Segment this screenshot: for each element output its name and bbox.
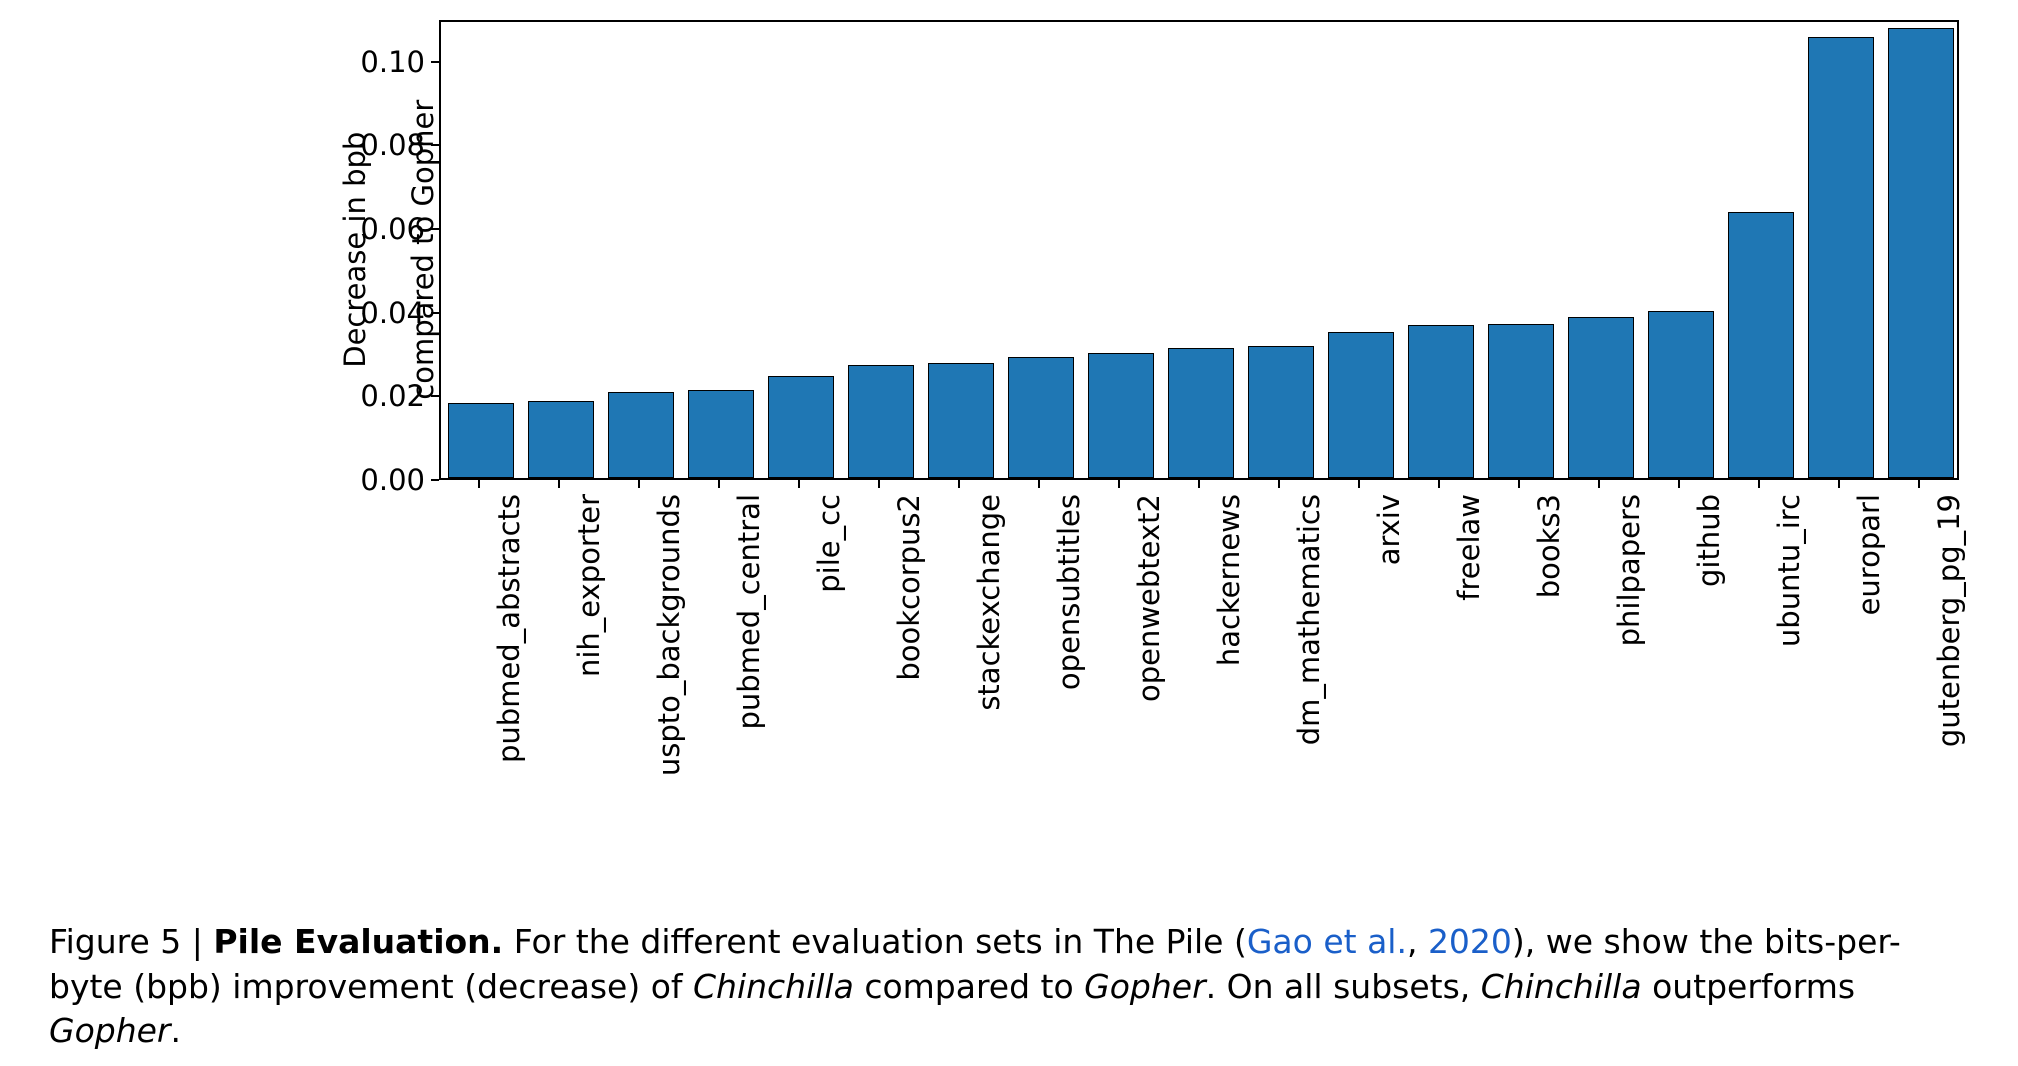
- x-tick-label: europarl: [1852, 494, 1886, 615]
- bar: [768, 376, 834, 478]
- bar: [1168, 348, 1234, 478]
- x-tick-label: hackernews: [1212, 494, 1246, 666]
- caption-text-6: .: [171, 1011, 182, 1050]
- x-tick-mark: [1598, 480, 1600, 488]
- x-tick-label: bookcorpus2: [892, 494, 926, 681]
- caption-text-4: . On all subsets,: [1206, 967, 1481, 1006]
- x-tick-mark: [1038, 480, 1040, 488]
- figure-area: Decrease in bpb compared to Gopher 0.000…: [49, 10, 1969, 910]
- bar: [848, 365, 914, 478]
- x-tick-label: books3: [1532, 494, 1566, 598]
- x-tick-mark: [1198, 480, 1200, 488]
- caption-text-1: For the different evaluation sets in The…: [503, 922, 1247, 961]
- x-tick-mark: [1758, 480, 1760, 488]
- bar: [928, 363, 994, 478]
- bar: [448, 403, 514, 478]
- x-tick-mark: [718, 480, 720, 488]
- y-tick-mark: [431, 144, 439, 146]
- x-tick-label: philpapers: [1612, 494, 1646, 646]
- x-tick-label: nih_exporter: [572, 494, 606, 677]
- x-tick-label: ubuntu_irc: [1772, 494, 1806, 647]
- x-tick-label: opensubtitles: [1052, 494, 1086, 690]
- page-root: Decrease in bpb compared to Gopher 0.00 0…: [0, 0, 2018, 1066]
- bar: [1728, 212, 1794, 478]
- citation-link[interactable]: Gao et al.: [1247, 922, 1407, 961]
- caption-model-2: Gopher: [1084, 967, 1206, 1006]
- x-tick-label: freelaw: [1452, 494, 1486, 601]
- x-tick-mark: [1438, 480, 1440, 488]
- y-tick-mark: [431, 479, 439, 481]
- bar: [1088, 353, 1154, 478]
- bar: [528, 401, 594, 478]
- figure-caption: Figure 5 | Pile Evaluation. For the diff…: [49, 920, 1969, 1054]
- x-tick-mark: [1118, 480, 1120, 488]
- caption-title: Pile Evaluation.: [213, 922, 503, 961]
- x-tick-mark: [1838, 480, 1840, 488]
- x-tick-mark: [1278, 480, 1280, 488]
- x-tick-label: pubmed_central: [732, 494, 766, 729]
- bar: [608, 392, 674, 478]
- x-tick-mark: [958, 480, 960, 488]
- caption-text-3: compared to: [854, 967, 1084, 1006]
- y-tick-label: 0.04: [359, 296, 425, 330]
- bar: [1008, 357, 1074, 478]
- x-tick-mark: [1358, 480, 1360, 488]
- bar: [1888, 28, 1954, 478]
- bar: [1488, 324, 1554, 478]
- x-tick-label: stackexchange: [972, 494, 1006, 711]
- x-tick-label: arxiv: [1372, 494, 1406, 565]
- bar: [1248, 346, 1314, 478]
- caption-text-5: outperforms: [1642, 967, 1856, 1006]
- citation-year[interactable]: 2020: [1428, 922, 1512, 961]
- y-tick-mark: [431, 312, 439, 314]
- y-tick-mark: [431, 228, 439, 230]
- caption-model-1: Chinchilla: [693, 967, 854, 1006]
- y-tick-label: 0.00: [359, 463, 425, 497]
- caption-model-2b: Gopher: [49, 1011, 171, 1050]
- y-tick-label: 0.08: [359, 128, 425, 162]
- x-tick-mark: [558, 480, 560, 488]
- bar: [1408, 325, 1474, 478]
- y-tick-mark: [431, 395, 439, 397]
- x-tick-mark: [638, 480, 640, 488]
- x-tick-mark: [878, 480, 880, 488]
- bar: [1648, 311, 1714, 478]
- x-tick-label: github: [1692, 494, 1726, 587]
- bar: [688, 390, 754, 478]
- x-tick-mark: [1678, 480, 1680, 488]
- x-tick-mark: [1518, 480, 1520, 488]
- x-tick-label: gutenberg_pg_19: [1932, 494, 1966, 747]
- plot-box: [439, 20, 1959, 480]
- y-tick-mark: [431, 61, 439, 63]
- x-tick-mark: [1918, 480, 1920, 488]
- x-tick-label: uspto_backgrounds: [652, 494, 686, 776]
- y-tick-label: 0.10: [359, 45, 425, 79]
- y-tick-label: 0.02: [359, 379, 425, 413]
- bar: [1808, 37, 1874, 478]
- caption-model-1b: Chinchilla: [1481, 967, 1642, 1006]
- x-tick-mark: [478, 480, 480, 488]
- bar: [1328, 332, 1394, 478]
- x-tick-label: pile_cc: [812, 494, 846, 593]
- bar: [1568, 317, 1634, 478]
- y-tick-label: 0.06: [359, 212, 425, 246]
- x-tick-mark: [798, 480, 800, 488]
- y-axis-label-line1: Decrease in bpb: [338, 132, 372, 368]
- x-tick-label: dm_mathematics: [1292, 494, 1326, 745]
- x-tick-label: openwebtext2: [1132, 494, 1166, 702]
- citation-sep: ,: [1407, 922, 1428, 961]
- x-tick-label: pubmed_abstracts: [492, 494, 526, 763]
- caption-prefix: Figure 5 |: [49, 922, 213, 961]
